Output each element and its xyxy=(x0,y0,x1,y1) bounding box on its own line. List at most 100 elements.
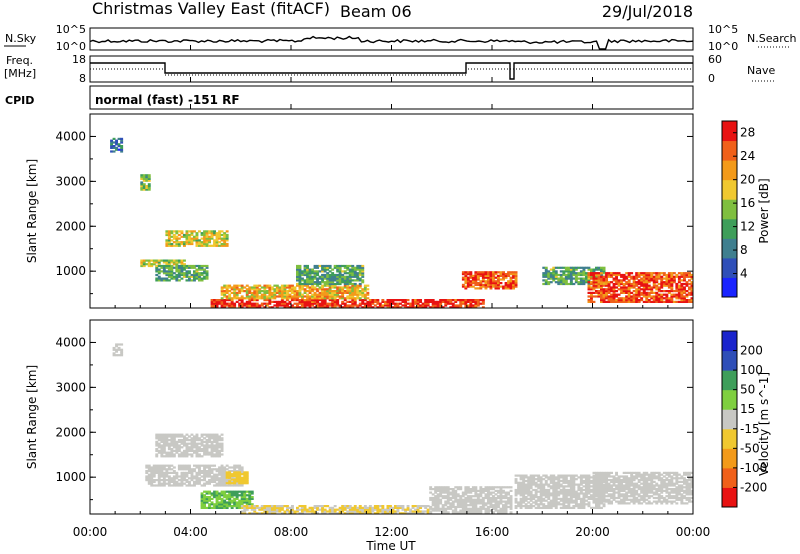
heatmap-cell xyxy=(218,237,222,240)
heatmap-cell xyxy=(198,468,201,471)
heatmap-cell xyxy=(195,437,199,440)
heatmap-cell xyxy=(471,511,475,514)
heatmap-cell xyxy=(150,471,154,474)
heatmap-cell xyxy=(497,278,500,281)
heatmap-cell xyxy=(303,506,307,509)
heatmap-cell xyxy=(672,473,676,476)
heatmap-cell xyxy=(625,495,629,498)
heatmap-cell xyxy=(617,282,621,286)
heatmap-cell xyxy=(356,268,360,271)
heatmap-cell xyxy=(235,471,239,474)
heatmap-cell xyxy=(205,442,209,445)
heatmap-cell xyxy=(605,479,609,482)
heatmap-cell xyxy=(683,275,686,278)
heatmap-cell xyxy=(625,482,629,485)
heatmap-cell xyxy=(577,476,581,479)
heatmap-cell xyxy=(567,501,571,504)
heatmap-cell xyxy=(298,299,302,302)
heatmap-cell xyxy=(481,273,485,276)
heatmap-cell xyxy=(456,306,460,309)
heatmap-cell xyxy=(592,496,596,500)
heatmap-cell xyxy=(632,286,636,289)
heatmap-cell xyxy=(223,480,227,483)
heatmap-cell xyxy=(436,304,440,307)
heatmap-cell xyxy=(155,484,159,487)
heatmap-cell xyxy=(494,489,498,492)
heatmap-cell xyxy=(301,270,304,273)
heatmap-cell xyxy=(620,500,624,503)
heatmap-cell xyxy=(389,508,392,511)
heatmap-cell xyxy=(600,482,603,485)
heatmap-cell xyxy=(464,486,468,489)
heatmap-cell xyxy=(469,306,473,309)
heatmap-cell xyxy=(316,508,320,511)
heatmap-cell xyxy=(595,268,598,271)
heatmap-cell xyxy=(567,488,571,492)
heatmap-cell xyxy=(250,302,254,305)
heatmap-cell xyxy=(318,295,322,298)
heatmap-cell xyxy=(162,479,166,482)
heatmap-cell xyxy=(225,505,229,508)
heatmap-cell xyxy=(431,488,435,491)
heatmap-cell xyxy=(592,486,596,489)
heatmap-cell xyxy=(635,295,639,298)
heatmap-cell xyxy=(215,233,219,237)
heatmap-cell xyxy=(291,291,294,294)
heatmap-cell xyxy=(273,297,277,300)
heatmap-cell xyxy=(346,268,350,271)
heatmap-cell xyxy=(193,446,196,449)
heatmap-cell xyxy=(162,451,166,454)
heatmap-cell xyxy=(662,281,666,284)
heatmap-cell xyxy=(150,479,154,482)
heatmap-cell xyxy=(547,505,551,508)
heatmap-cell xyxy=(396,508,400,511)
heatmap-cell xyxy=(311,268,315,271)
heatmap-cell xyxy=(243,297,247,300)
heatmap-cell xyxy=(245,480,249,483)
heatmap-cell xyxy=(205,471,209,474)
heatmap-cell xyxy=(675,477,679,480)
heatmap-cell xyxy=(670,290,674,293)
heatmap-cell xyxy=(265,302,269,305)
heatmap-cell xyxy=(195,273,199,277)
heatmap-cell xyxy=(321,297,325,300)
heatmap-cell xyxy=(205,237,209,240)
heatmap-cell xyxy=(228,470,232,473)
heatmap-cell xyxy=(190,241,194,244)
heatmap-cell xyxy=(318,281,322,284)
heatmap-cell xyxy=(675,471,679,474)
heatmap-cell xyxy=(590,299,593,302)
heatmap-cell xyxy=(311,281,315,284)
heatmap-cell xyxy=(597,275,601,278)
heatmap-cell xyxy=(170,259,174,262)
heatmap-cell xyxy=(487,507,490,510)
heatmap-cell xyxy=(642,498,646,501)
heatmap-cell xyxy=(640,479,644,482)
heatmap-cell xyxy=(193,482,196,485)
heatmap-cell xyxy=(504,285,508,288)
heatmap-cell xyxy=(353,284,357,287)
heatmap-cell xyxy=(552,474,556,477)
heatmap-cell xyxy=(652,299,656,302)
heatmap-cell xyxy=(268,300,272,303)
heatmap-cell xyxy=(645,275,649,278)
heatmap-cell xyxy=(326,293,330,296)
heatmap-cell xyxy=(552,277,556,280)
heatmap-cell xyxy=(313,505,317,508)
heatmap-cell xyxy=(321,288,325,291)
heatmap-cell xyxy=(645,281,649,284)
heatmap-cell xyxy=(507,498,511,501)
heatmap-cell xyxy=(361,300,365,303)
heatmap-cell xyxy=(353,268,357,271)
heatmap-cell xyxy=(316,270,320,273)
heatmap-cell xyxy=(288,300,292,303)
heatmap-cell xyxy=(562,281,566,284)
heatmap-cell xyxy=(647,272,651,275)
heatmap-cell xyxy=(165,230,169,233)
heatmap-cell xyxy=(497,280,500,283)
heatmap-cell xyxy=(612,488,616,491)
heatmap-cell xyxy=(145,470,149,473)
heatmap-cell xyxy=(647,502,651,505)
heatmap-cell xyxy=(353,299,357,302)
